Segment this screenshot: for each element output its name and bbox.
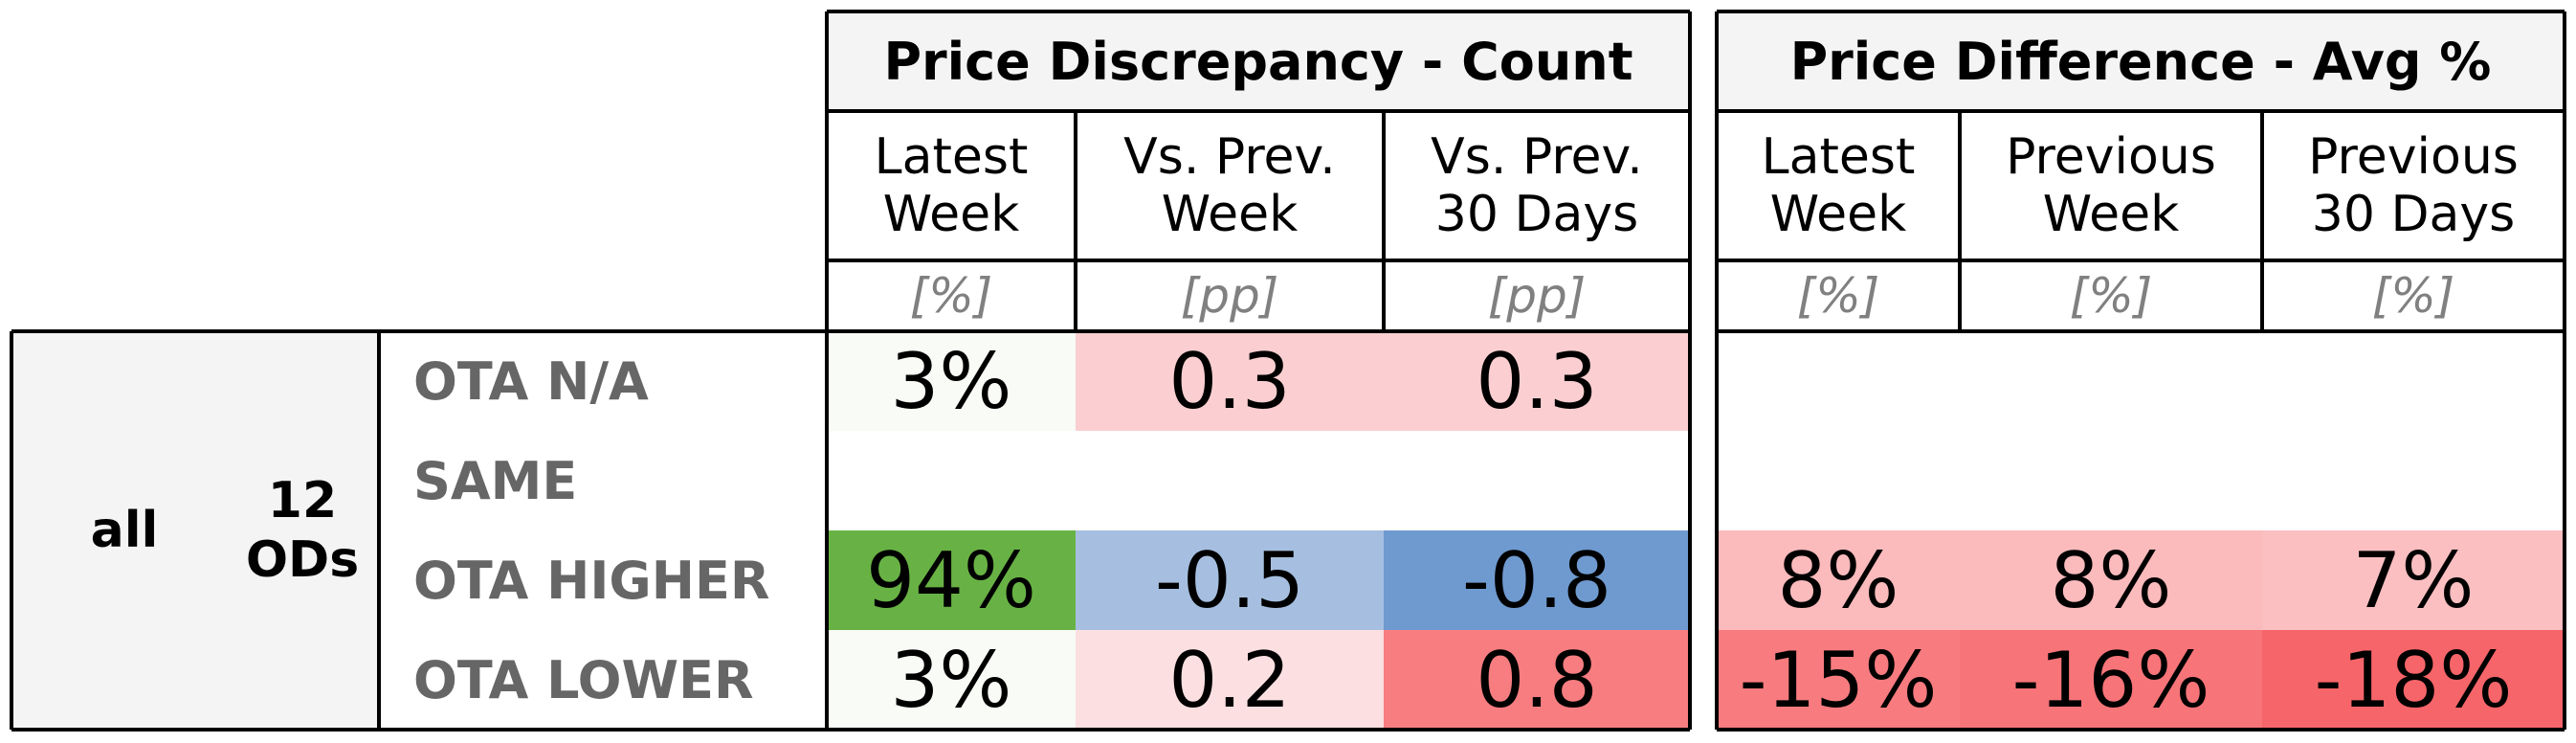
value-cell — [1717, 331, 1960, 431]
column-header: Latest Week — [1761, 128, 1916, 243]
section-title: Price Difference - Avg % — [1717, 11, 2565, 111]
column-unit: [%] — [909, 268, 993, 324]
grid-line — [825, 11, 829, 730]
value-cell: 0.8 — [1384, 630, 1690, 730]
group-background — [11, 331, 379, 730]
grid-line — [1958, 111, 1962, 331]
grid-line — [827, 10, 1690, 13]
grid-line — [2563, 11, 2566, 730]
value-cell: 8% — [1717, 530, 1960, 630]
value-cell — [2262, 431, 2565, 530]
group-sublabel: 12 ODs — [245, 472, 360, 589]
row-label: OTA N/A — [413, 350, 649, 412]
value-cell: 3% — [827, 331, 1076, 431]
value-cell — [827, 431, 1076, 530]
value-cell: -0.8 — [1384, 530, 1690, 630]
section-title: Price Discrepancy - Count — [827, 11, 1690, 111]
grid-line — [2260, 111, 2264, 331]
grid-line — [377, 331, 381, 730]
value-cell — [1960, 431, 2262, 530]
column-unit: [pp] — [1180, 268, 1279, 324]
column-unit: [%] — [1796, 268, 1880, 324]
column-header: Vs. Prev. 30 Days — [1431, 128, 1643, 243]
grid-line — [1382, 111, 1386, 331]
row-label: SAME — [413, 450, 578, 511]
grid-line — [827, 259, 1690, 262]
grid-line — [1717, 109, 2565, 113]
grid-line — [11, 329, 827, 333]
row-label: OTA LOWER — [413, 649, 754, 710]
column-header: Previous 30 Days — [2308, 128, 2519, 243]
grid-line — [10, 331, 13, 730]
value-cell: 94% — [827, 530, 1076, 630]
grid-line — [1074, 111, 1077, 331]
value-cell — [1384, 431, 1690, 530]
value-cell — [1960, 331, 2262, 431]
value-cell: 3% — [827, 630, 1076, 730]
value-cell — [1717, 431, 1960, 530]
value-cell: 0.3 — [1384, 331, 1690, 431]
grid-line — [1717, 10, 2565, 13]
column-unit: [%] — [2069, 268, 2153, 324]
grid-line — [1715, 11, 1719, 730]
value-cell: -16% — [1960, 630, 2262, 730]
column-unit: [%] — [2371, 268, 2455, 324]
grid-line — [1717, 329, 2565, 333]
value-cell — [1076, 431, 1384, 530]
value-cell: -15% — [1717, 630, 1960, 730]
value-cell: -18% — [2262, 630, 2565, 730]
column-header: Previous Week — [2006, 128, 2216, 243]
column-header: Vs. Prev. Week — [1123, 128, 1336, 243]
row-label: OTA HIGHER — [413, 550, 770, 611]
value-cell: 8% — [1960, 530, 2262, 630]
grid-line — [1688, 11, 1692, 730]
value-cell: 7% — [2262, 530, 2565, 630]
column-header: Latest Week — [874, 128, 1029, 243]
grid-line — [1717, 728, 2565, 732]
value-cell — [2262, 331, 2565, 431]
grid-line — [827, 329, 1690, 333]
grid-line — [1717, 259, 2565, 262]
grid-line — [827, 728, 1690, 732]
value-cell: 0.2 — [1076, 630, 1384, 730]
group-label: all — [90, 502, 159, 559]
value-cell: 0.3 — [1076, 331, 1384, 431]
column-unit: [pp] — [1487, 268, 1587, 324]
grid-line — [827, 109, 1690, 113]
grid-line — [11, 728, 827, 732]
value-cell: -0.5 — [1076, 530, 1384, 630]
